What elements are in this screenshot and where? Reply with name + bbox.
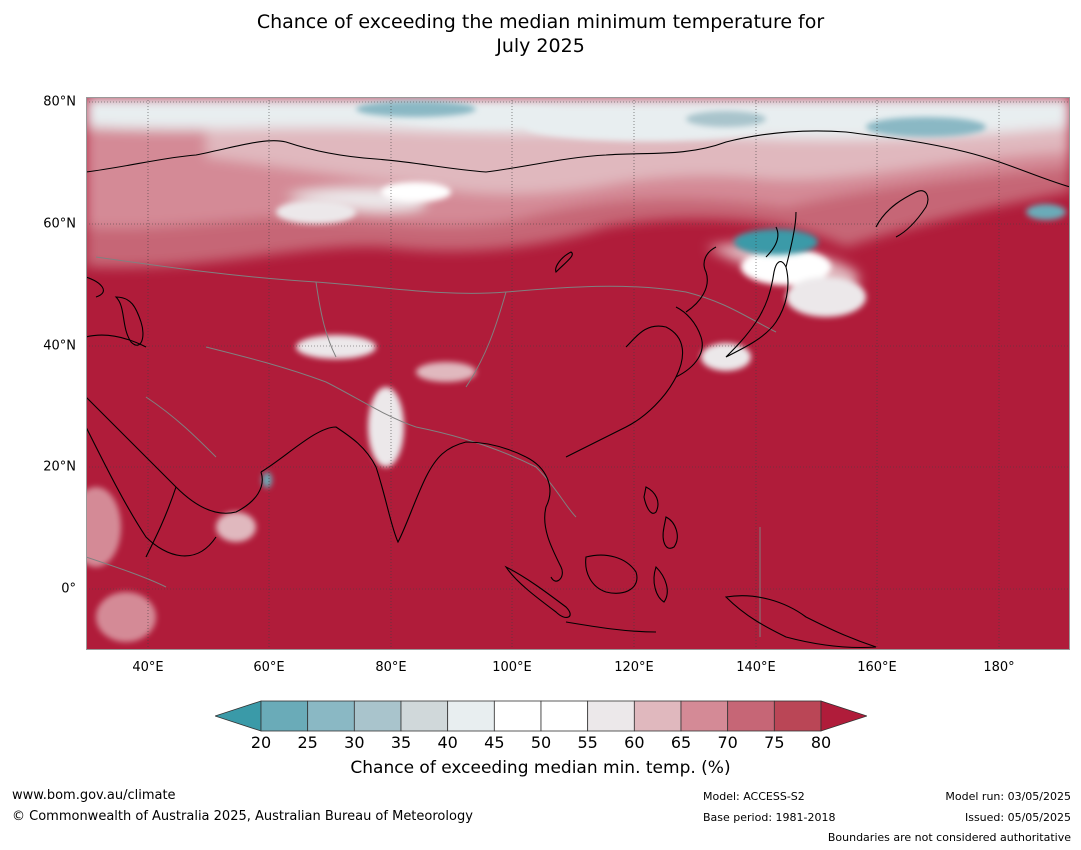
- colorbar-tick-label: 55: [577, 733, 598, 752]
- lat-label-0: 0°: [61, 581, 76, 597]
- lon-label-140e: 140°E: [736, 660, 776, 675]
- colorbar-tick-label: 65: [670, 733, 692, 752]
- coastlines: [86, 130, 1070, 649]
- footer-model: Model: ACCESS-S2: [703, 790, 805, 803]
- colorbar-tick-label: 40: [437, 733, 458, 752]
- lon-label-80e: 80°E: [375, 660, 407, 675]
- lat-label-80n: 80°N: [43, 94, 76, 110]
- colorbar-bin-40-45: [447, 700, 495, 732]
- colorbar-tick-label: 25: [297, 733, 318, 752]
- colorbar-tick-label: 60: [624, 733, 645, 752]
- lon-label-100e: 100°E: [492, 660, 532, 675]
- colorbar-bin-70-75: [727, 700, 775, 732]
- map-title-line-2: July 2025: [496, 35, 585, 57]
- colorbar-bin-75-80: [773, 700, 822, 732]
- footer-model-run: Model run: 03/05/2025: [945, 790, 1071, 803]
- lon-label-40e: 40°E: [132, 660, 164, 675]
- colorbar-title: Chance of exceeding median min. temp. (%…: [350, 758, 731, 778]
- colorbar-bin-25-30: [307, 700, 355, 732]
- colorbar-bin-50-55: [540, 700, 589, 732]
- lon-label-180: 180°: [983, 660, 1015, 675]
- colorbar-tick-label: 80: [810, 733, 832, 752]
- lat-label-60n: 60°N: [43, 216, 76, 232]
- colorbar-bin-45-50: [493, 700, 542, 732]
- colorbar-bin-35-40: [400, 700, 449, 732]
- probability-map: [86, 97, 1070, 650]
- map-title-line-1: Chance of exceeding the median minimum t…: [256, 11, 825, 33]
- map-title: Chance of exceeding the median minimum t…: [0, 10, 1081, 58]
- cool-patches: [262, 101, 1066, 488]
- lat-label-40n: 40°N: [43, 338, 76, 354]
- country-borders: [86, 256, 777, 637]
- colorbar-tick-label: 50: [530, 733, 552, 752]
- footer-url: www.bom.gov.au/climate: [12, 788, 176, 803]
- lat-label-20n: 20°N: [43, 459, 76, 475]
- colorbar-tick-label: 45: [484, 733, 505, 752]
- lon-label-60e: 60°E: [253, 660, 285, 675]
- colorbar-tick-label: 20: [250, 733, 272, 752]
- colorbar-above-extension: [820, 700, 867, 732]
- lon-label-160e: 160°E: [857, 660, 897, 675]
- colorbar-tick-label: 70: [717, 733, 738, 752]
- gridlines: [86, 97, 1070, 650]
- colorbar-below-extension: [215, 700, 262, 732]
- footer-base-period: Base period: 1981-2018: [703, 811, 836, 824]
- footer-copyright: © Commonwealth of Australia 2025, Austra…: [12, 809, 473, 824]
- footer-boundaries-note: Boundaries are not considered authoritat…: [827, 831, 1071, 844]
- colorbar-tick-label: 35: [390, 733, 412, 752]
- colorbar-bin-55-60: [587, 700, 635, 732]
- colorbar-bin-65-70: [680, 700, 729, 732]
- colorbar: [215, 700, 867, 732]
- footer-issued: Issued: 05/05/2025: [964, 811, 1071, 824]
- colorbar-tick-label: 75: [764, 733, 785, 752]
- lon-label-120e: 120°E: [614, 660, 654, 675]
- colorbar-bin-60-65: [633, 700, 682, 732]
- colorbar-bin-20-25: [260, 700, 309, 732]
- colorbar-tick-label: 30: [344, 733, 365, 752]
- colorbar-bin-30-35: [353, 700, 402, 732]
